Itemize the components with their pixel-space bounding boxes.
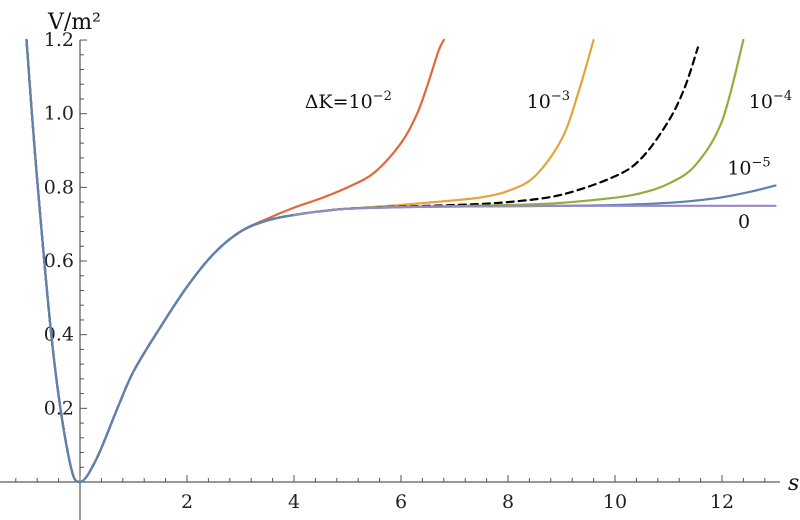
x-tick-label: 8 bbox=[502, 491, 514, 513]
x-axis-title: s bbox=[788, 471, 799, 496]
x-tick-label: 6 bbox=[395, 491, 407, 513]
y-tick-label: 0.6 bbox=[44, 250, 74, 272]
series-line-5 bbox=[25, 38, 777, 484]
y-tick-label: 0.4 bbox=[44, 324, 74, 346]
y-tick-label: 0.2 bbox=[44, 397, 74, 419]
curve-label-5: 0 bbox=[738, 211, 750, 233]
series-line-4 bbox=[25, 38, 745, 484]
series-line-1 bbox=[25, 38, 445, 484]
y-tick-label: 1.2 bbox=[44, 29, 74, 51]
curve-label-2: 10−3 bbox=[527, 89, 570, 113]
series-line-6 bbox=[292, 204, 777, 217]
y-tick-label: 0.8 bbox=[44, 176, 74, 198]
y-tick-label: 1.0 bbox=[44, 103, 74, 125]
x-tick-label: 12 bbox=[710, 491, 734, 513]
curve-label-1: ΔK=10−2 bbox=[305, 89, 392, 113]
plot-lines bbox=[25, 38, 777, 484]
annotations: ΔK=10−2 10−3 10−4 10−5 0 bbox=[305, 89, 792, 233]
curve-label-4: 10−5 bbox=[727, 155, 770, 179]
x-tick-label: 2 bbox=[181, 491, 193, 513]
y-axis-title: V/m² bbox=[47, 10, 101, 35]
axes: 2 4 6 8 10 12 0.2 0.4 0.6 0.8 1.0 1.2 bbox=[0, 29, 780, 520]
x-tick-label: 4 bbox=[288, 491, 300, 513]
x-tick-label: 10 bbox=[603, 491, 627, 513]
curve-label-3: 10−4 bbox=[749, 89, 792, 113]
